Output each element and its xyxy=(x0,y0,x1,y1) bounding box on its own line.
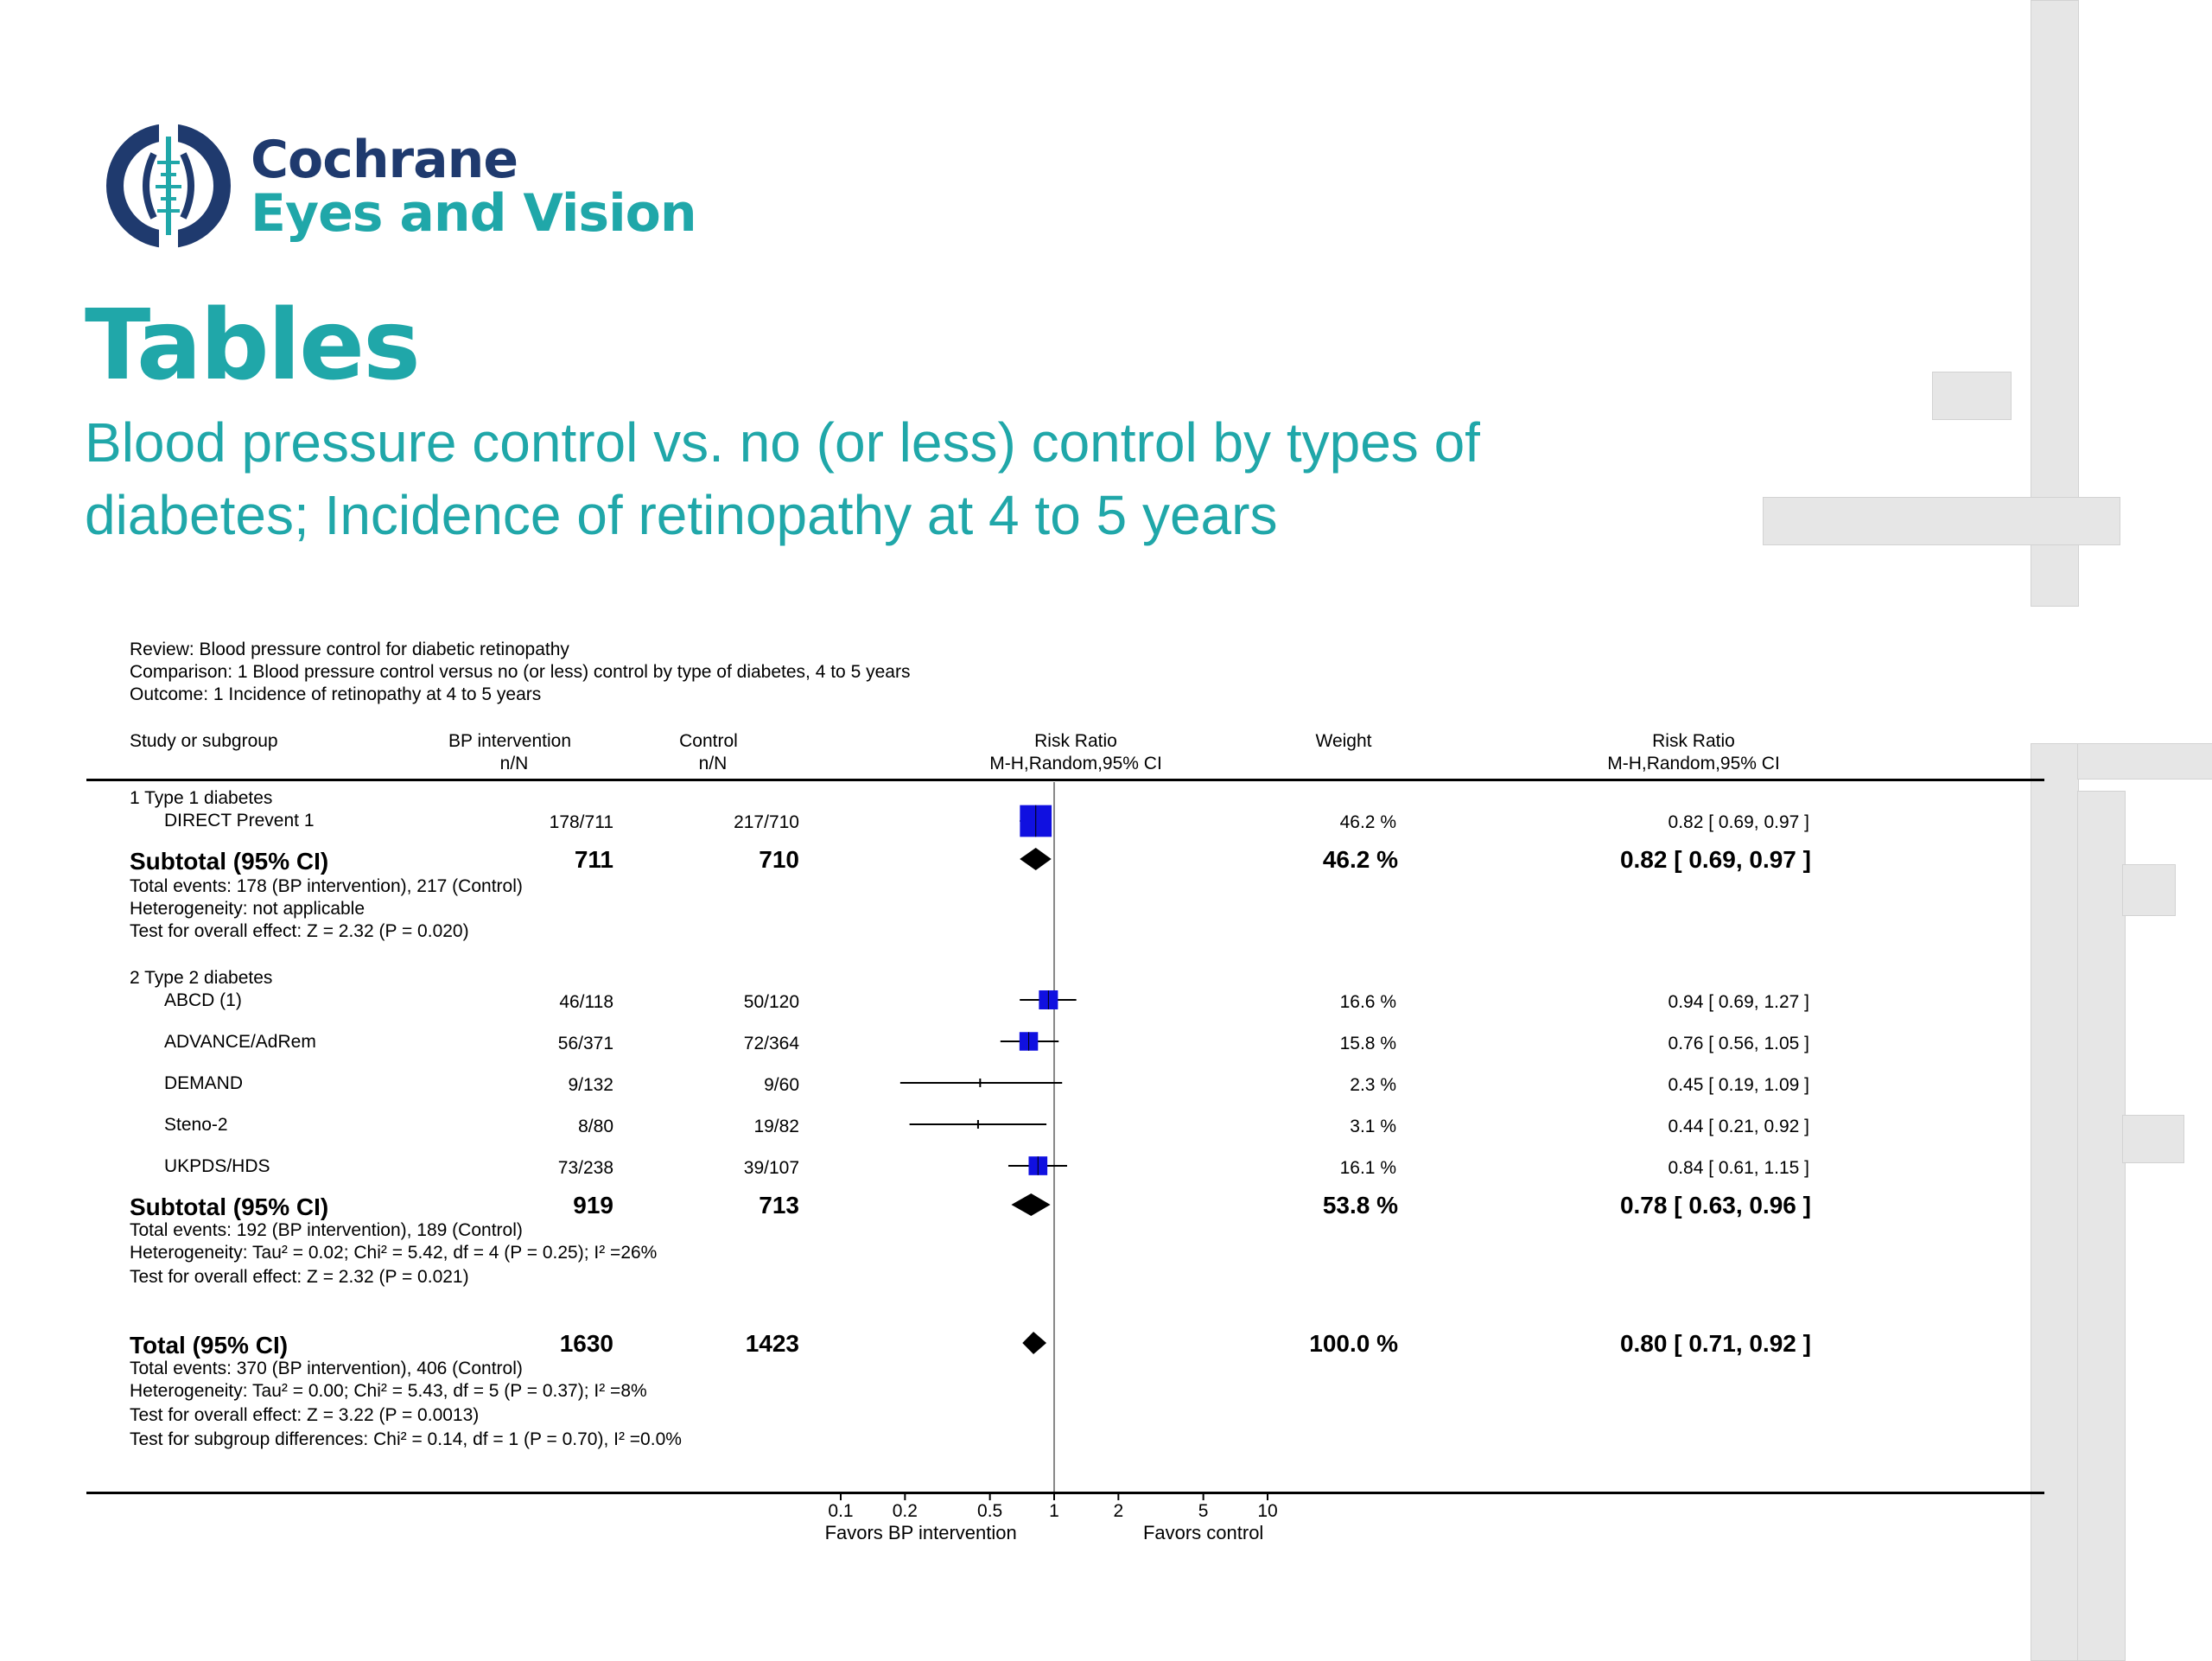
summary-diamond xyxy=(1011,1193,1051,1216)
subtotal-label: Subtotal (95% CI) xyxy=(130,848,329,875)
decor-tab-1 xyxy=(2122,864,2176,916)
study-control: 39/107 xyxy=(743,1158,799,1178)
study-control: 72/364 xyxy=(743,1034,799,1053)
axis-tick-label: 5 xyxy=(1198,1501,1209,1521)
study-name: UKPDS/HDS xyxy=(164,1156,270,1176)
axis-tick-label: 10 xyxy=(1257,1501,1277,1521)
subtotal-label: Subtotal (95% CI) xyxy=(130,1193,329,1220)
decor-bar-vertical-lower xyxy=(2031,743,2079,1661)
header-rr2-sub: M-H,Random,95% CI xyxy=(1607,754,1780,773)
subtotal-control: 710 xyxy=(759,846,799,873)
group-label: 1 Type 1 diabetes xyxy=(130,788,273,808)
decor-bar-right-1 xyxy=(2077,743,2212,780)
header-rr-sub: M-H,Random,95% CI xyxy=(989,754,1162,773)
axis-tick-label: 0.1 xyxy=(828,1501,853,1521)
axis-tick-label: 0.2 xyxy=(893,1501,918,1521)
study-weight: 16.1 % xyxy=(1339,1158,1396,1178)
subtotal-intervention: 711 xyxy=(574,846,613,873)
subtotal-ci: 0.82 [ 0.69, 0.97 ] xyxy=(1619,846,1811,873)
note-line: Test for subgroup differences: Chi² = 0.… xyxy=(130,1429,682,1449)
study-ci: 0.84 [ 0.61, 1.15 ] xyxy=(1668,1158,1809,1178)
note-line: Total events: 192 (BP intervention), 189… xyxy=(130,1220,523,1240)
footer-rule xyxy=(86,1492,2044,1494)
study-control: 50/120 xyxy=(743,992,799,1012)
study-intervention: 46/118 xyxy=(559,992,613,1012)
axis-tick-label: 1 xyxy=(1049,1501,1059,1521)
note-line: Test for overall effect: Z = 3.22 (P = 0… xyxy=(130,1405,480,1425)
note-line: Heterogeneity: Tau² = 0.02; Chi² = 5.42,… xyxy=(130,1243,658,1263)
study-ci: 0.44 [ 0.21, 0.92 ] xyxy=(1668,1117,1809,1136)
header-weight: Weight xyxy=(1315,731,1372,751)
decor-block-small xyxy=(1932,372,2012,420)
header-control-sub: n/N xyxy=(698,754,728,773)
header-rule xyxy=(86,779,2044,781)
brand-name: Cochrane xyxy=(251,130,518,190)
study-name: ADVANCE/AdRem xyxy=(164,1032,316,1052)
axis-tick-label: 0.5 xyxy=(977,1501,1002,1521)
study-ci: 0.94 [ 0.69, 1.27 ] xyxy=(1668,992,1809,1012)
header-rr2: Risk Ratio xyxy=(1652,731,1735,751)
study-weight: 46.2 % xyxy=(1339,812,1396,832)
study-weight: 3.1 % xyxy=(1350,1117,1396,1136)
review-line: Review: Blood pressure control for diabe… xyxy=(130,640,569,659)
study-control: 217/710 xyxy=(734,812,799,832)
summary-diamond xyxy=(1020,848,1052,870)
total-label: Total (95% CI) xyxy=(130,1332,289,1359)
study-weight: 16.6 % xyxy=(1339,992,1396,1012)
study-weight: 15.8 % xyxy=(1339,1034,1396,1053)
study-control: 19/82 xyxy=(753,1117,799,1136)
study-ci: 0.82 [ 0.69, 0.97 ] xyxy=(1668,812,1809,832)
total-control: 1423 xyxy=(745,1330,799,1357)
group-label: 2 Type 2 diabetes xyxy=(130,968,273,988)
subtotal-intervention: 919 xyxy=(573,1192,613,1219)
subtotal-weight: 53.8 % xyxy=(1322,1192,1398,1219)
study-ci: 0.76 [ 0.56, 1.05 ] xyxy=(1668,1034,1809,1053)
total-ci: 0.80 [ 0.71, 0.92 ] xyxy=(1619,1330,1811,1357)
axis-right-label: Favors control xyxy=(1143,1522,1263,1543)
study-intervention: 56/371 xyxy=(557,1034,613,1053)
note-line: Test for overall effect: Z = 2.32 (P = 0… xyxy=(130,921,469,941)
axis-tick-label: 2 xyxy=(1114,1501,1124,1521)
subtotal-control: 713 xyxy=(759,1192,799,1219)
subtotal-weight: 46.2 % xyxy=(1322,846,1398,873)
cochrane-logo-icon xyxy=(106,121,231,251)
subtotal-ci: 0.78 [ 0.63, 0.96 ] xyxy=(1619,1192,1811,1219)
study-weight: 2.3 % xyxy=(1350,1075,1396,1095)
page-subtitle: Blood pressure control vs. no (or less) … xyxy=(85,411,1480,546)
note-line: Test for overall effect: Z = 2.32 (P = 0… xyxy=(130,1267,469,1287)
header-control: Control xyxy=(679,731,738,751)
study-name: Steno-2 xyxy=(164,1115,228,1135)
study-name: DIRECT Prevent 1 xyxy=(164,811,315,830)
decor-bar-right-3 xyxy=(2077,791,2126,1661)
study-control: 9/60 xyxy=(764,1075,799,1095)
study-name: DEMAND xyxy=(164,1073,244,1093)
outcome-line: Outcome: 1 Incidence of retinopathy at 4… xyxy=(130,684,542,704)
decor-tab-2 xyxy=(2122,1115,2184,1163)
note-line: Total events: 178 (BP intervention), 217… xyxy=(130,876,523,896)
decor-bar-horizontal xyxy=(1763,497,2120,545)
page-title: Tables xyxy=(85,290,421,402)
comparison-line: Comparison: 1 Blood pressure control ver… xyxy=(130,662,911,682)
study-intervention: 9/132 xyxy=(568,1075,613,1095)
header-intervention-sub: n/N xyxy=(499,754,529,773)
note-line: Total events: 370 (BP intervention), 406… xyxy=(130,1359,523,1378)
header-rr: Risk Ratio xyxy=(1034,731,1117,751)
study-name: ABCD (1) xyxy=(164,990,242,1010)
study-intervention: 178/711 xyxy=(549,812,613,832)
study-intervention: 8/80 xyxy=(578,1117,613,1136)
note-line: Heterogeneity: not applicable xyxy=(130,899,365,919)
brand-subname: Eyes and Vision xyxy=(251,183,697,244)
header-intervention: BP intervention xyxy=(448,731,572,751)
study-intervention: 73/238 xyxy=(557,1158,613,1178)
header-study: Study or subgroup xyxy=(130,731,278,751)
study-ci: 0.45 [ 0.19, 1.09 ] xyxy=(1668,1075,1809,1095)
axis-left-label: Favors BP intervention xyxy=(825,1522,1017,1543)
total-weight: 100.0 % xyxy=(1309,1330,1398,1357)
summary-diamond xyxy=(1022,1332,1047,1354)
note-line: Heterogeneity: Tau² = 0.00; Chi² = 5.43,… xyxy=(130,1381,647,1401)
total-intervention: 1630 xyxy=(559,1330,613,1357)
